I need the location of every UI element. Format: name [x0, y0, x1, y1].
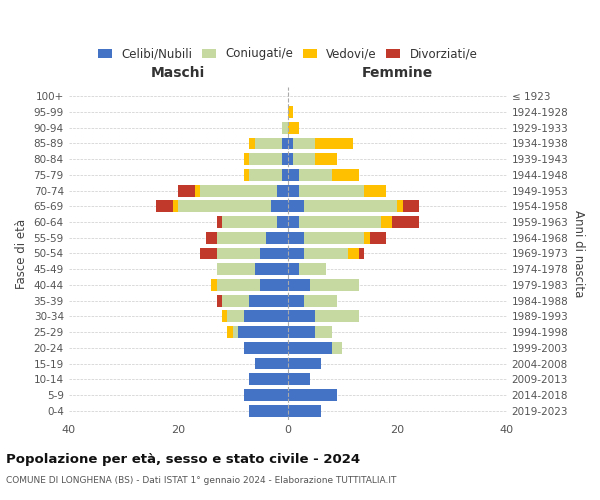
Bar	[222, 310, 227, 322]
Bar	[277, 184, 287, 196]
Bar	[206, 232, 217, 243]
Text: Femmine: Femmine	[362, 66, 433, 80]
Bar	[250, 154, 282, 165]
Bar	[217, 248, 260, 260]
Bar	[250, 169, 282, 181]
Bar	[304, 248, 348, 260]
Bar	[227, 326, 233, 338]
Bar	[287, 295, 304, 306]
Bar	[381, 216, 392, 228]
Bar	[331, 342, 343, 353]
Text: Popolazione per età, sesso e stato civile - 2024: Popolazione per età, sesso e stato civil…	[6, 452, 360, 466]
Bar	[310, 279, 359, 291]
Bar	[217, 279, 260, 291]
Bar	[293, 154, 315, 165]
Bar	[287, 200, 304, 212]
Bar	[255, 138, 282, 149]
Bar	[250, 138, 255, 149]
Bar	[287, 326, 315, 338]
Bar	[233, 326, 238, 338]
Bar	[287, 264, 299, 275]
Bar	[222, 295, 250, 306]
Bar	[287, 216, 299, 228]
Bar	[299, 216, 381, 228]
Bar	[194, 184, 200, 196]
Bar	[287, 342, 331, 353]
Bar	[244, 342, 287, 353]
Bar	[304, 295, 337, 306]
Bar	[255, 264, 287, 275]
Text: Maschi: Maschi	[151, 66, 205, 80]
Bar	[250, 405, 287, 416]
Bar	[397, 200, 403, 212]
Bar	[250, 374, 287, 385]
Bar	[255, 358, 287, 370]
Bar	[266, 232, 287, 243]
Text: COMUNE DI LONGHENA (BS) - Dati ISTAT 1° gennaio 2024 - Elaborazione TUTTITALIA.I: COMUNE DI LONGHENA (BS) - Dati ISTAT 1° …	[6, 476, 397, 485]
Bar	[287, 374, 310, 385]
Bar	[299, 184, 364, 196]
Legend: Celibi/Nubili, Coniugati/e, Vedovi/e, Divorziati/e: Celibi/Nubili, Coniugati/e, Vedovi/e, Di…	[93, 43, 482, 65]
Bar	[178, 184, 194, 196]
Bar	[287, 106, 293, 118]
Bar	[217, 232, 266, 243]
Bar	[287, 184, 299, 196]
Bar	[331, 169, 359, 181]
Bar	[370, 232, 386, 243]
Bar	[227, 310, 244, 322]
Bar	[315, 310, 359, 322]
Bar	[287, 405, 320, 416]
Bar	[178, 200, 271, 212]
Bar	[277, 216, 287, 228]
Bar	[287, 279, 310, 291]
Y-axis label: Fasce di età: Fasce di età	[15, 218, 28, 288]
Bar	[287, 248, 304, 260]
Bar	[364, 184, 386, 196]
Bar	[244, 169, 250, 181]
Bar	[217, 264, 255, 275]
Bar	[299, 264, 326, 275]
Bar	[315, 138, 353, 149]
Bar	[260, 248, 287, 260]
Bar	[217, 216, 222, 228]
Y-axis label: Anni di nascita: Anni di nascita	[572, 210, 585, 297]
Bar	[304, 232, 364, 243]
Bar	[304, 200, 397, 212]
Bar	[282, 122, 287, 134]
Bar	[244, 310, 287, 322]
Bar	[299, 169, 332, 181]
Bar	[173, 200, 178, 212]
Bar	[403, 200, 419, 212]
Bar	[200, 248, 217, 260]
Bar	[287, 310, 315, 322]
Bar	[200, 184, 277, 196]
Bar	[238, 326, 287, 338]
Bar	[156, 200, 173, 212]
Bar	[364, 232, 370, 243]
Bar	[260, 279, 287, 291]
Bar	[315, 154, 337, 165]
Bar	[287, 122, 299, 134]
Bar	[287, 138, 293, 149]
Bar	[315, 326, 331, 338]
Bar	[244, 389, 287, 401]
Bar	[282, 169, 287, 181]
Bar	[271, 200, 287, 212]
Bar	[287, 232, 304, 243]
Bar	[282, 138, 287, 149]
Bar	[392, 216, 419, 228]
Bar	[287, 389, 337, 401]
Bar	[222, 216, 277, 228]
Bar	[211, 279, 217, 291]
Bar	[244, 154, 250, 165]
Bar	[359, 248, 364, 260]
Bar	[250, 295, 287, 306]
Bar	[293, 138, 315, 149]
Bar	[287, 169, 299, 181]
Bar	[217, 295, 222, 306]
Bar	[348, 248, 359, 260]
Bar	[287, 154, 293, 165]
Bar	[282, 154, 287, 165]
Bar	[287, 358, 320, 370]
